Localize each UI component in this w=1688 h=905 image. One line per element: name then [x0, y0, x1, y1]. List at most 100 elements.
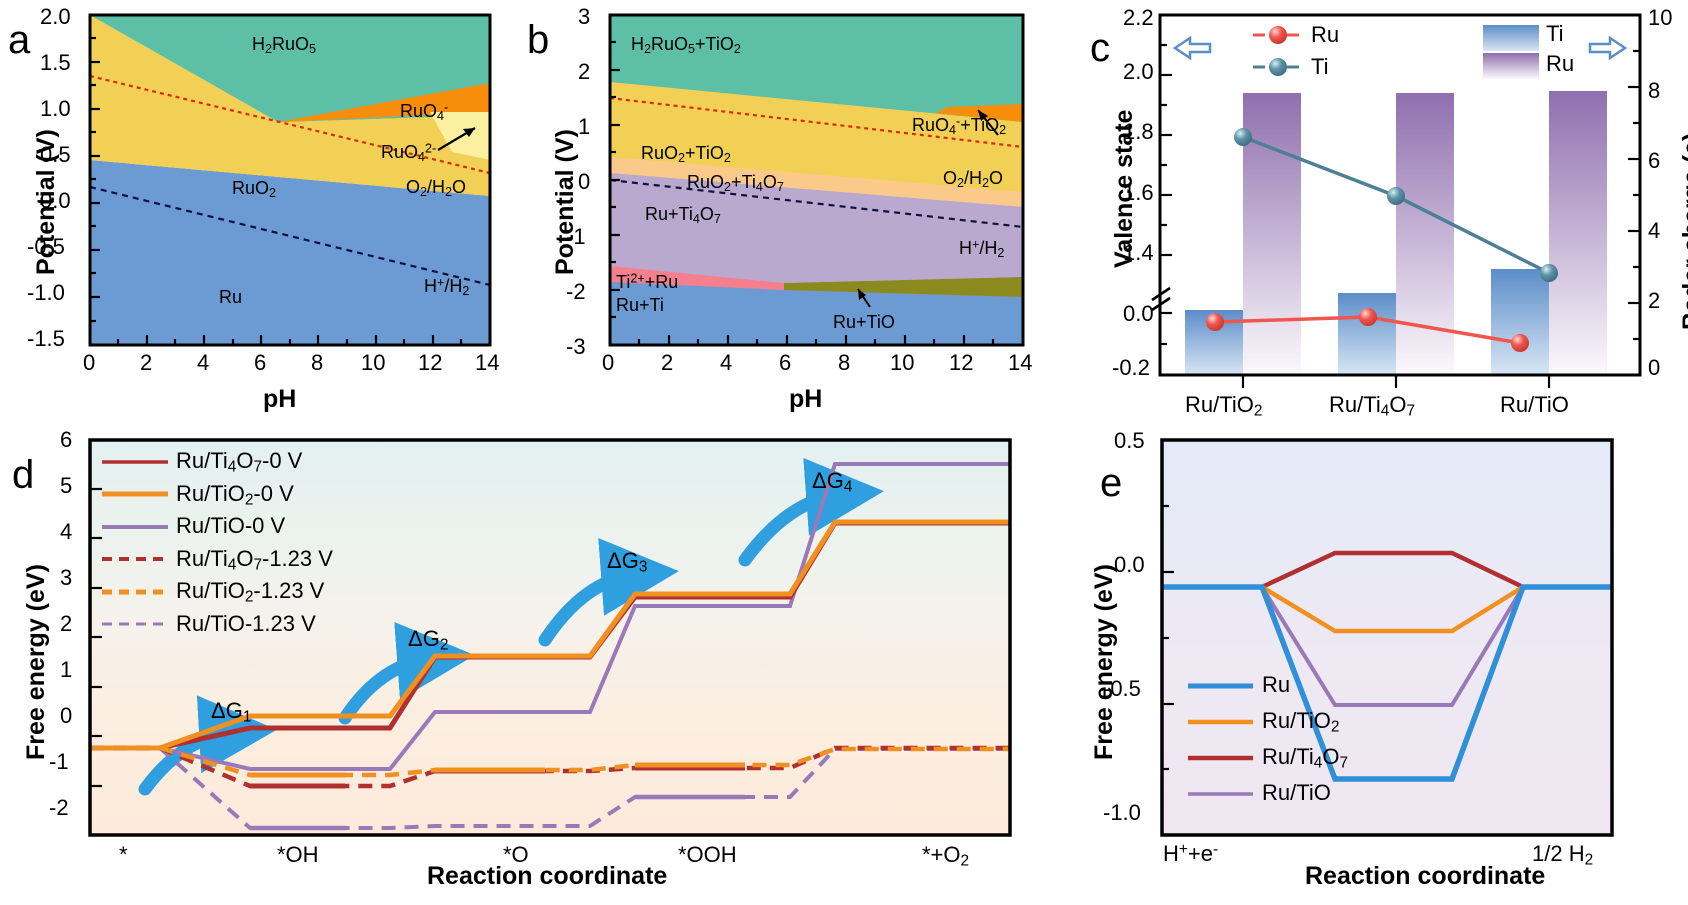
- panel-e-legend: [1188, 683, 1253, 796]
- panel-a-region-label-h2ruo5: H2RuO5: [252, 34, 317, 56]
- series-e-ru-tio2: [1162, 584, 1612, 634]
- marker-ti-1: [1234, 128, 1252, 146]
- panel-e-legend-label-0: Ru: [1262, 672, 1291, 697]
- panel-b-region-label-h2ruo5-tio2: H2RuO5+TiO2: [631, 34, 741, 56]
- panel-d-annotation-dg2: ΔG2: [408, 626, 449, 654]
- panel-a-xlabel: pH: [263, 385, 297, 413]
- panel-d-legend: [102, 460, 168, 626]
- panel-d-legend-label-2: Ru/TiO-0 V: [176, 513, 286, 538]
- panel-b-region-label-ru-tio: Ru+TiO: [833, 312, 895, 332]
- panel-e-ytick-2: -0.5: [1103, 676, 1141, 701]
- bar-ru-3: [1549, 91, 1607, 375]
- legend-marker-ti: [1269, 58, 1287, 76]
- panel-e-frame: [1160, 438, 1614, 837]
- panel-c-ytick-right-2: 6: [1648, 148, 1661, 173]
- panel-a-ytick-0: 2.0: [40, 4, 71, 29]
- panel-a-ytick-7: -1.5: [27, 326, 65, 351]
- panel-c-ytick-right-5: 0: [1648, 355, 1661, 380]
- series-e-ru-ti4o7: [1162, 550, 1612, 590]
- panel-b-region-label-ruo2-ti4o7: RuO2+Ti4O7: [687, 172, 784, 194]
- panel-e-ytick-3: -1.0: [1103, 800, 1141, 825]
- panel-a-ytick-2: 1.0: [40, 96, 71, 121]
- panel-a-xtick-0: 0: [83, 350, 96, 375]
- panel-d-ytick-8: -2: [49, 795, 69, 820]
- panel-b-xtick-0: 0: [602, 350, 615, 375]
- panel-d-ytick-4: 2: [60, 611, 73, 636]
- panel-a-region-label-ruo2: RuO2: [232, 178, 277, 200]
- panel-d-annotation-dg3: ΔG3: [607, 548, 648, 576]
- panel-d-xtick-3: *OOH: [678, 842, 737, 867]
- series-ru-ti4o7-123v: [90, 745, 1010, 789]
- panel-c-ytick-left-6: -0.2: [1112, 355, 1150, 380]
- panel-d-ytick-6: 0: [60, 703, 73, 728]
- panel-b-ytick-0: 3: [578, 4, 591, 29]
- panel-c-xtick-0: Ru/TiO2: [1185, 392, 1263, 420]
- panel-d-ytick-2: 4: [60, 519, 73, 544]
- region-ruo4-minus: [278, 83, 490, 122]
- series-ru-tio-123v: [90, 746, 1010, 830]
- panel-b-xtick-5: 10: [890, 350, 915, 375]
- panel-c-ytick-left-3: 1.6: [1123, 180, 1154, 205]
- panel-b-xtick-4: 8: [838, 350, 851, 375]
- panel-b-region-label-ruo2-tio2: RuO2+TiO2: [641, 143, 731, 165]
- panel-d-xtick-4: *+O2: [922, 842, 970, 870]
- panel-d-ylabel: Free energy (eV): [22, 564, 50, 760]
- panel-a-xtick-6: 12: [418, 350, 443, 375]
- panel-b-xtick-6: 12: [949, 350, 974, 375]
- panel-b-xlabel: pH: [789, 385, 823, 413]
- panel-b-ytick-1: 2: [578, 59, 591, 84]
- panel-c-ytick-left-2: 1.8: [1123, 119, 1154, 144]
- panel-b-xtick-3: 6: [779, 350, 792, 375]
- panel-c-ylabel-right: Bader charge (e): [1678, 132, 1688, 330]
- panel-e-plot-area: [1162, 550, 1612, 782]
- region-h2ruo5-tio2: [610, 15, 1023, 122]
- panel-e-ylabel: Free energy (eV): [1090, 564, 1118, 760]
- panel-d-legend-label-0: Ru/Ti4O7-0 V: [176, 448, 303, 476]
- panel-a-xtick-2: 4: [197, 350, 210, 375]
- panel-d-legend-label-1: Ru/TiO2-0 V: [176, 481, 294, 509]
- panel-c-legend-arrow-right: [1588, 35, 1628, 61]
- panel-a-region-label-ru: Ru: [219, 287, 243, 307]
- panel-d-xtick-0: *: [119, 842, 128, 867]
- panel-d-xtick-1: *OH: [277, 842, 319, 867]
- marker-ti-2: [1387, 187, 1405, 205]
- panel-b-line-label-o2h2o: O2/H2O: [943, 168, 1004, 190]
- panel-c-letter: c: [1090, 26, 1110, 70]
- legend-swatch-ti: [1483, 25, 1539, 51]
- panel-c-ytick-left-1: 2.0: [1123, 59, 1154, 84]
- legend-swatch-ru: [1483, 53, 1539, 79]
- panel-b-ytick-4: -1: [566, 224, 586, 249]
- panel-c-ytick-right-3: 4: [1648, 218, 1661, 243]
- legend-marker-ru: [1269, 26, 1287, 44]
- panel-d-letter: d: [12, 453, 35, 497]
- marker-ru-1: [1206, 313, 1224, 331]
- panel-a-region-label-ruo4-minus: RuO4-: [400, 100, 449, 123]
- panel-a-xtick-3: 6: [254, 350, 267, 375]
- panel-c-ytick-left-0: 2.2: [1123, 5, 1154, 30]
- panel-c-ytick-right-1: 8: [1648, 78, 1661, 103]
- panel-e-legend-label-2: Ru/Ti4O7: [1262, 744, 1348, 772]
- panel-d-legend-label-3: Ru/Ti4O7-1.23 V: [176, 546, 333, 574]
- panel-c-ytick-left-5: 0.0: [1123, 301, 1154, 326]
- bar-ti-3: [1491, 269, 1549, 375]
- panel-b-ytick-3: 0: [578, 169, 591, 194]
- panel-d-ytick-7: -1: [49, 749, 69, 774]
- panel-c-legend-label-ru-line: Ru: [1311, 22, 1340, 47]
- panel-a-ytick-6: -1.0: [27, 280, 65, 305]
- panel-c-axis-break: [1151, 286, 1171, 312]
- panel-c-ytick-left-4: 1.4: [1123, 240, 1154, 265]
- panel-d-annotation-dg1: ΔG1: [211, 698, 252, 726]
- panel-e-xtick-1: 1/2 H2: [1532, 841, 1594, 869]
- panel-e-xlabel: Reaction coordinate: [1305, 862, 1546, 890]
- panel-c-xtick-1: Ru/Ti4O7: [1329, 392, 1415, 420]
- series-e-ru: [1162, 584, 1612, 782]
- panel-e-letter: e: [1100, 461, 1123, 505]
- panel-b-xtick-7: 14: [1008, 350, 1033, 375]
- panel-b-xtick-1: 2: [661, 350, 674, 375]
- panel-d-ytick-3: 3: [60, 565, 73, 590]
- panel-e-ytick-1: 0.0: [1114, 552, 1145, 577]
- panel-d-annotation-dg4: ΔG4: [812, 468, 853, 496]
- panel-b-region-label-ru-ti4o7: Ru+Ti4O7: [645, 204, 721, 226]
- panel-a-region-label-ruo4-2minus: RuO42-: [381, 141, 437, 164]
- marker-ru-3: [1511, 334, 1529, 352]
